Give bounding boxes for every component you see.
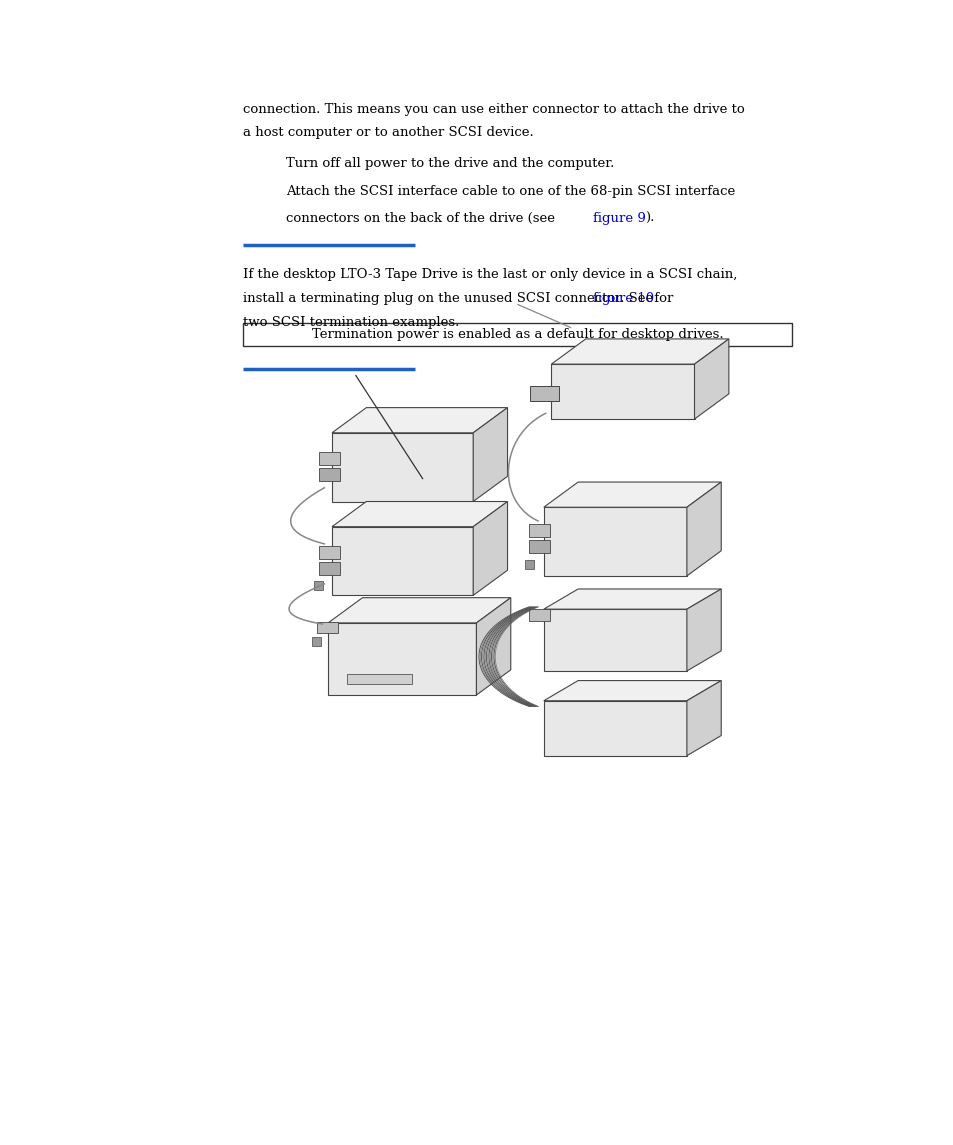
Bar [243, 323, 791, 346]
Bar [318, 468, 339, 481]
Text: Attach the SCSI interface cable to one of the 68-pin SCSI interface: Attach the SCSI interface cable to one o… [286, 185, 735, 198]
Polygon shape [686, 482, 720, 576]
Text: figure 9: figure 9 [593, 212, 645, 224]
Polygon shape [551, 339, 728, 364]
Polygon shape [543, 680, 720, 701]
Polygon shape [543, 507, 686, 576]
Bar [318, 562, 339, 575]
Polygon shape [328, 598, 510, 623]
Polygon shape [551, 364, 694, 419]
Text: a host computer or to another SCSI device.: a host computer or to another SCSI devic… [243, 126, 534, 139]
Bar [312, 637, 321, 646]
Bar [530, 386, 558, 401]
Bar [318, 546, 339, 559]
Text: Turn off all power to the drive and the computer.: Turn off all power to the drive and the … [286, 157, 614, 169]
Polygon shape [332, 408, 507, 433]
Polygon shape [332, 502, 507, 527]
Polygon shape [686, 680, 720, 756]
Bar [347, 674, 412, 684]
Text: ).: ). [644, 212, 654, 224]
Text: install a terminating plug on the unused SCSI connector. See: install a terminating plug on the unused… [243, 292, 657, 305]
Polygon shape [694, 339, 728, 419]
Text: two SCSI termination examples.: two SCSI termination examples. [243, 316, 459, 329]
Bar [316, 622, 337, 633]
Bar [528, 609, 550, 621]
Text: connectors on the back of the drive (see: connectors on the back of the drive (see [286, 212, 558, 224]
Bar [524, 560, 534, 569]
Polygon shape [473, 502, 507, 595]
Polygon shape [473, 408, 507, 502]
Polygon shape [543, 701, 686, 756]
Text: connection. This means you can use either connector to attach the drive to: connection. This means you can use eithe… [243, 103, 744, 116]
Polygon shape [328, 623, 476, 695]
Text: If the desktop LTO-3 Tape Drive is the last or only device in a SCSI chain,: If the desktop LTO-3 Tape Drive is the l… [243, 268, 737, 281]
Polygon shape [543, 589, 720, 609]
Polygon shape [686, 589, 720, 671]
Text: figure 10: figure 10 [593, 292, 654, 305]
Polygon shape [332, 433, 473, 502]
Bar [314, 581, 323, 590]
Bar [528, 540, 550, 553]
Text: Termination power is enabled as a default for desktop drives.: Termination power is enabled as a defaul… [312, 327, 722, 341]
Bar [528, 524, 550, 537]
Bar [318, 452, 339, 465]
Polygon shape [543, 609, 686, 671]
Text: for: for [649, 292, 673, 305]
Polygon shape [332, 527, 473, 595]
Polygon shape [476, 598, 510, 695]
Polygon shape [543, 482, 720, 507]
